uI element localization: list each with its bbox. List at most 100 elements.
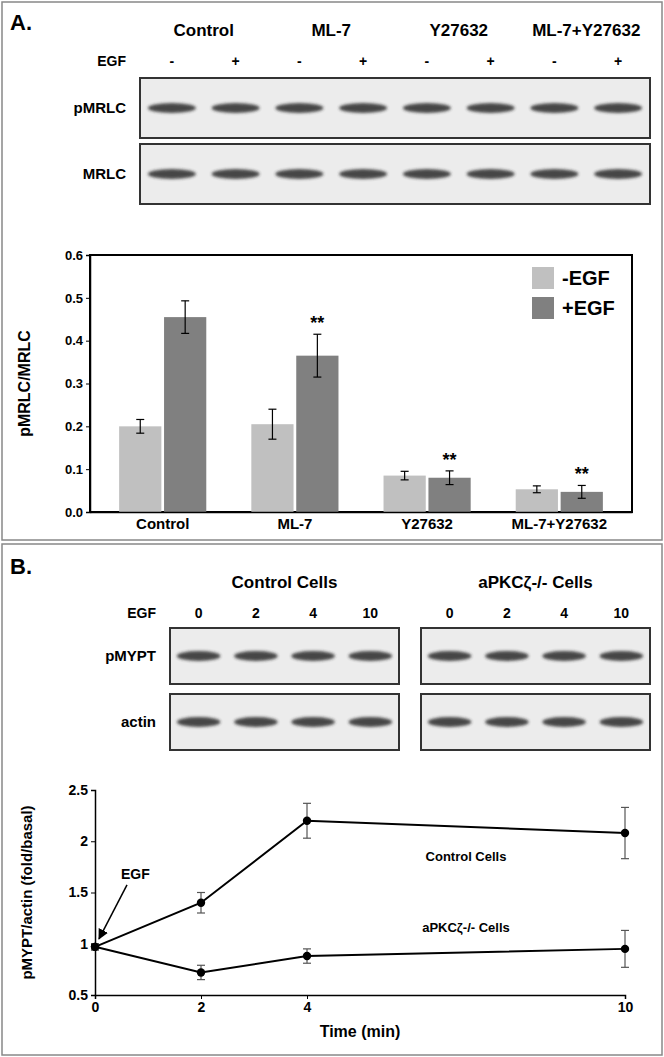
blot-lane-label: + [487,53,495,69]
error-stem [404,471,405,480]
tick: 0.2 [65,419,90,434]
blot-band [212,169,260,179]
blot-frame [140,144,650,204]
error-bar [401,471,409,480]
error-cap [313,376,321,377]
error-cap [446,484,454,485]
tick-mark [86,512,90,513]
tick: 0.4 [65,333,90,348]
blot-frame [170,694,399,750]
axis-line [91,791,96,996]
error-bar [197,893,205,914]
blot-band [600,651,644,661]
annotation: ** [575,464,589,484]
blot-frame [421,628,650,684]
blot-lane-label: - [425,53,430,69]
tick-mark [86,384,90,385]
annotation-arrow [99,885,127,939]
error-cap [446,470,454,471]
tick: 0 [92,995,100,1015]
tick-label: 4 [304,999,312,1015]
tick-label: Y27632 [401,515,453,532]
axis-line [96,996,626,1000]
blot-band [530,169,578,179]
blot-band [349,651,393,661]
error-stem [536,486,537,493]
error-stem [185,301,186,334]
error-cap [268,409,276,410]
blot-band [467,103,515,113]
blot-band [291,651,335,661]
error-cap [197,892,205,893]
tick-mark [91,790,95,791]
tick: 1 [80,936,95,952]
panel-label: A. [10,10,32,35]
blot-band [234,651,278,661]
blot-band [212,103,260,113]
error-cap [303,803,311,804]
error-cap [197,912,205,913]
tick-mark [91,893,95,894]
tick: 2 [80,833,95,849]
tick: Y27632 [401,512,453,532]
tick-label: 0.5 [65,290,83,305]
tick-label: 0.2 [65,419,83,434]
error-bar [136,419,144,433]
series-label: aPKCζ-/- Cells [422,920,510,935]
plot-area [91,803,629,979]
blot-lane-label: + [359,53,367,69]
bar [516,489,558,512]
tick-mark [91,995,95,996]
annotation: ** [443,450,457,470]
blot-treatment-label: EGF [127,605,156,621]
tick-mark [91,944,95,945]
blot: ControlML-7Y27632ML-7+Y27632EGF-+-+-+-+p… [74,21,651,204]
axis-title: pMYPT/actin (fold/basal) [18,805,35,979]
blot-band [177,651,221,661]
legend-label: -EGF [562,267,610,289]
tick-label: 10 [618,999,634,1015]
error-bar [303,803,311,838]
tick: 0.1 [65,462,90,477]
blot-band [428,717,472,727]
error-stem [140,419,141,433]
error-cap [578,485,586,486]
error-cap [181,333,189,334]
tick-label: 0.6 [65,248,83,263]
blot-frame [140,78,650,138]
blot-group-label: ML-7 [311,21,351,40]
point [303,952,311,960]
error-cap [621,807,629,808]
blot-band [339,103,387,113]
line-chart: 0.511.522.502410Time (min)pMYPT/actin (f… [18,782,633,1040]
point [303,817,311,825]
blot-lane-label: - [170,53,175,69]
tick: 2 [198,995,206,1015]
blot-frame [421,694,650,750]
error-stem [272,409,273,439]
tick-label: 1.5 [69,884,89,900]
tick-label: 2 [198,999,206,1015]
bar [296,356,338,512]
panel-label: B. [10,554,32,579]
tick: 2.5 [69,782,95,798]
tick-label: 0 [92,999,100,1015]
error-cap [303,948,311,949]
tick: 0.3 [65,376,90,391]
tick-label: 0.0 [65,505,83,520]
blot-lane-label: 0 [446,605,454,621]
blot-band [594,103,642,113]
series-line [95,947,625,973]
blot-treatment-label: EGF [97,53,126,69]
tick: Control [136,512,189,532]
blot-band [148,103,196,113]
series-label: Control Cells [426,849,507,864]
tick-mark [86,341,90,342]
tick-label: 0.5 [69,987,89,1003]
blot-band [485,651,529,661]
blot-lane-label: - [297,53,302,69]
error-cap [303,838,311,839]
point [621,829,629,837]
blot-lane-label: 2 [503,605,511,621]
tick-mark [86,426,90,427]
